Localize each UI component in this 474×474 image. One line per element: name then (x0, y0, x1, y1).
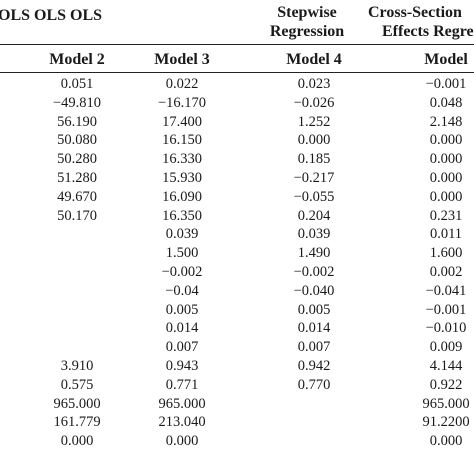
table-cell: 0.048 (429, 94, 463, 111)
table-cell: 0.000 (165, 433, 199, 450)
header-stepwise-line1: Stepwise (277, 4, 337, 21)
header-stepwise-line2: Regression (269, 23, 345, 40)
column-header-model-3: Model 3 (154, 51, 210, 68)
table-cell: 965.000 (53, 395, 101, 412)
table-cell: 0.943 (165, 358, 199, 374)
table-cell: 2.148 (429, 113, 463, 130)
table-cell: 3.910 (60, 358, 94, 374)
table-cell: 0.000 (429, 170, 463, 186)
table-cell: 0.000 (297, 132, 331, 149)
table-cell: 213.040 (158, 414, 206, 431)
table-cell: 16.150 (162, 132, 202, 149)
header-cross-line1: Cross-Section (368, 4, 462, 21)
table-cell: 0.014 (297, 320, 331, 337)
table-cell: −0.055 (293, 188, 335, 205)
table-cell: 0.011 (429, 226, 463, 243)
table-cell: 0.007 (297, 339, 331, 356)
header-rule-bottom (0, 72, 474, 73)
table-cell: 15.930 (162, 170, 202, 186)
table-cell: 0.023 (297, 76, 331, 92)
table-cell: 0.000 (429, 151, 463, 168)
table-cell: 16.090 (162, 188, 202, 205)
table-cell: −0.026 (293, 94, 335, 111)
table-cell: 0.002 (429, 264, 463, 280)
table-cell: 56.190 (57, 113, 97, 130)
header-cross-line2: Effects Regre (382, 23, 474, 40)
table-cell: 50.080 (57, 132, 97, 149)
table-cell: 51.280 (57, 170, 97, 186)
header-group-label: OLS OLS OLS (0, 7, 103, 24)
table-cell: 965.000 (422, 395, 470, 412)
table-cell: 1.490 (297, 245, 331, 262)
table-cell: 17.400 (162, 113, 202, 130)
table-cell: −0.010 (425, 320, 467, 337)
table-cell: 16.350 (162, 207, 202, 224)
table-cell: 0.007 (165, 339, 199, 356)
table-cell: −0.217 (293, 170, 335, 186)
table-cell: 0.771 (165, 376, 199, 393)
table-cell: 0.009 (429, 339, 463, 356)
table-cell: 0.185 (297, 151, 331, 168)
table-cell: 50.170 (57, 207, 97, 224)
table-cell: −0.001 (425, 76, 467, 92)
table-cell: 0.000 (60, 433, 94, 450)
table-cell: 0.022 (165, 76, 199, 92)
table-cell: 50.280 (57, 151, 97, 168)
table-cell: −0.04 (165, 282, 199, 299)
table-cell: 0.922 (429, 376, 463, 393)
table-cell: −49.810 (52, 94, 102, 111)
table-cell: 0.231 (429, 207, 463, 224)
table-cell: 1.600 (429, 245, 463, 262)
table-cell: 0.000 (429, 132, 463, 149)
table-cell: 0.051 (60, 76, 94, 92)
table-cell: 0.005 (165, 301, 199, 318)
table-cell: 161.779 (53, 414, 101, 431)
table-cell: −0.001 (425, 301, 467, 318)
column-header-model-2: Model 2 (49, 51, 105, 68)
table-cell: 0.575 (60, 376, 94, 393)
header-rule-top (0, 44, 474, 45)
table-cell: 0.204 (297, 207, 331, 224)
table-cell: 16.330 (162, 151, 202, 168)
table-cell: −16.170 (157, 94, 207, 111)
table-cell: 49.670 (57, 188, 97, 205)
table-cell: 0.000 (429, 188, 463, 205)
table-cell: 0.014 (165, 320, 199, 337)
table-cell: 0.039 (165, 226, 199, 243)
table-cell: −0.002 (293, 264, 335, 280)
table-cell: 0.005 (297, 301, 331, 318)
table-cell: 0.942 (297, 358, 331, 374)
column-header-model-5: Model (424, 51, 468, 68)
column-header-model-4: Model 4 (286, 51, 342, 68)
table-cell: 0.039 (297, 226, 331, 243)
table-cell: 0.770 (297, 376, 331, 393)
table-cell: −0.002 (161, 264, 203, 280)
table-cell: 1.252 (297, 113, 331, 130)
table-cell: 965.000 (158, 395, 206, 412)
table-cell: 0.000 (429, 433, 463, 450)
table-cell: 91.2200 (422, 414, 470, 431)
table-cell: 1.500 (165, 245, 199, 262)
table-cell: 4.144 (429, 358, 463, 374)
table-cell: −0.041 (425, 282, 467, 299)
table-cell: −0.040 (293, 282, 335, 299)
